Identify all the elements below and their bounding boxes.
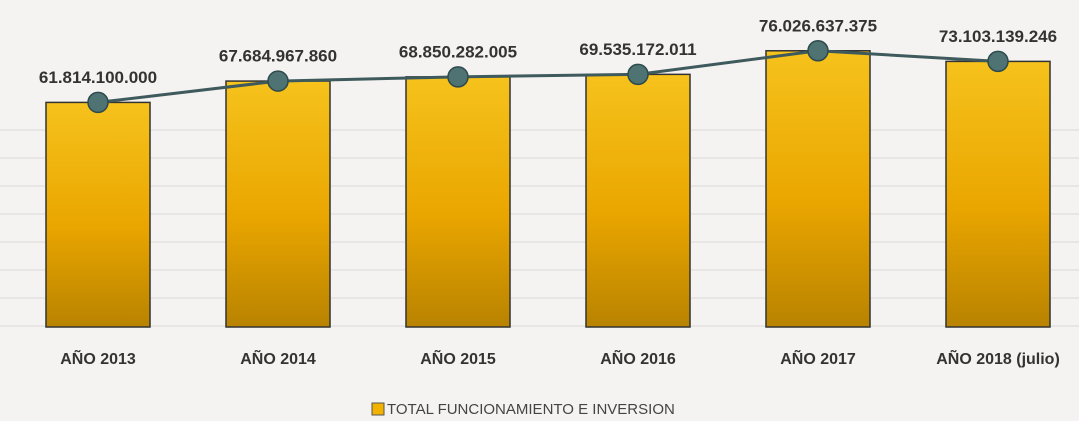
grid	[0, 129, 1079, 327]
line-marker	[807, 40, 829, 62]
bar	[765, 50, 871, 328]
bar	[45, 101, 151, 328]
line-marker	[987, 50, 1009, 73]
data-label: 67.684.967.860	[219, 47, 337, 66]
bar	[405, 76, 511, 328]
data-label: 73.103.139.246	[939, 27, 1057, 46]
x-tick-label: AÑO 2013	[60, 348, 136, 368]
line-marker	[267, 70, 289, 92]
x-tick-label: AÑO 2017	[780, 348, 856, 368]
legend-label: TOTAL FUNCIONAMIENTO E INVERSION	[387, 401, 675, 418]
data-label: 76.026.637.375	[759, 16, 877, 35]
line-marker	[627, 63, 649, 86]
bar	[225, 80, 331, 328]
data-label: 69.535.172.011	[579, 40, 696, 59]
data-label: 61.814.100.000	[39, 68, 157, 87]
line	[97, 49, 999, 104]
bar	[945, 60, 1051, 328]
x-tick-label: AÑO 2014	[240, 348, 316, 368]
line-marker	[87, 91, 109, 114]
legend-swatch	[371, 402, 385, 416]
bar	[585, 73, 691, 328]
data-label: 68.850.282.005	[399, 42, 517, 61]
x-tick-label: AÑO 2016	[600, 348, 676, 368]
x-tick-label: AÑO 2018 (julio)	[936, 348, 1060, 368]
line-marker	[447, 66, 469, 88]
x-tick-label: AÑO 2015	[420, 348, 496, 368]
